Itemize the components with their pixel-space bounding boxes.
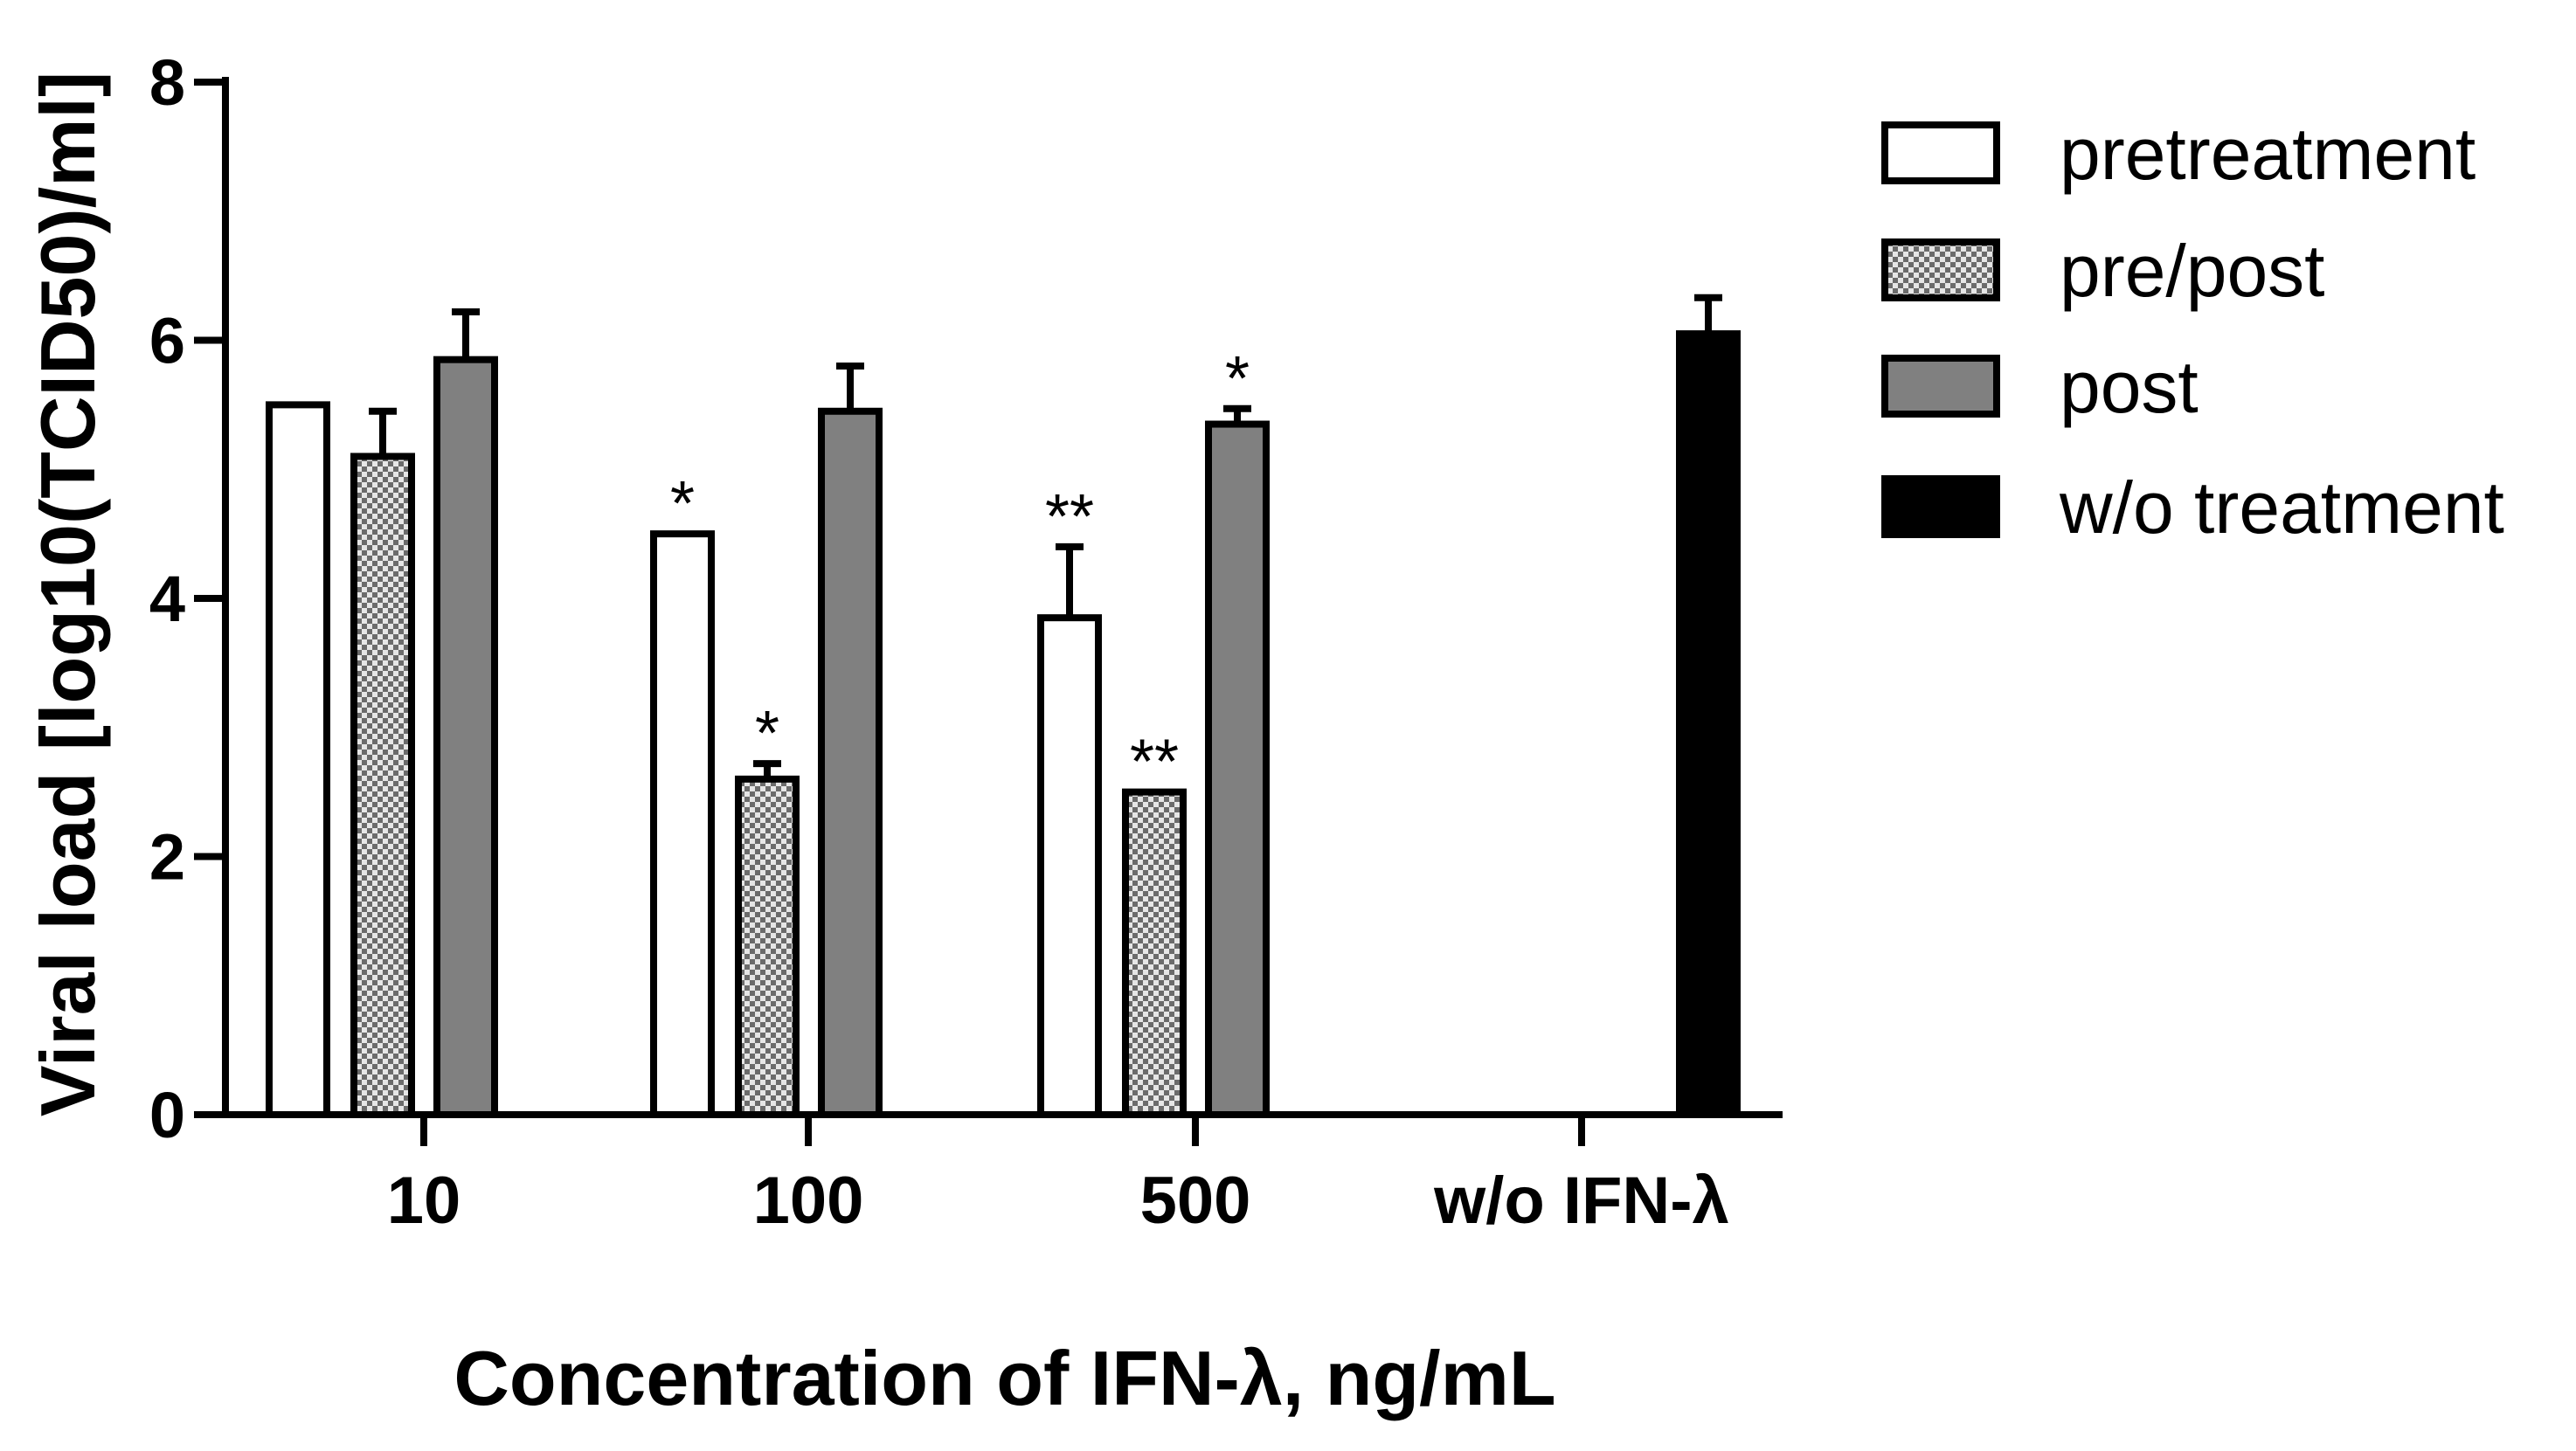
x-tick-label: 10 bbox=[387, 1164, 461, 1238]
x-tick-label: 500 bbox=[1140, 1164, 1251, 1238]
x-ticks: 10 100 500 w/o IFN-λ bbox=[387, 1115, 1729, 1238]
y-tick-label: 4 bbox=[149, 563, 185, 635]
y-tick-label: 0 bbox=[149, 1079, 185, 1151]
legend-label: pretreatment bbox=[2060, 113, 2476, 195]
bar-pre-post bbox=[350, 453, 415, 1118]
significance-labels: * *** *** bbox=[670, 344, 1250, 798]
significance-marker: ** bbox=[1045, 482, 1094, 552]
bars bbox=[266, 330, 1741, 1119]
legend-label: post bbox=[2060, 346, 2199, 428]
bar-post bbox=[433, 356, 498, 1119]
bar-pre-post bbox=[735, 775, 800, 1118]
bar-post bbox=[1205, 420, 1270, 1119]
legend-label: pre/post bbox=[2060, 230, 2325, 312]
legend-swatch bbox=[1881, 238, 2000, 301]
legend-swatch bbox=[1881, 475, 2000, 538]
error-bars bbox=[369, 294, 1722, 779]
legend-label: w/o treatment bbox=[2059, 466, 2504, 549]
significance-marker: ** bbox=[1130, 728, 1179, 798]
bar-pre-post bbox=[1122, 788, 1187, 1118]
bar-pretreatment bbox=[650, 530, 715, 1118]
bar-w-o-treatment bbox=[1676, 330, 1741, 1118]
bar-pretreatment bbox=[266, 401, 330, 1118]
y-tick-label: 6 bbox=[149, 305, 185, 377]
significance-marker: * bbox=[755, 699, 779, 769]
legend-swatch bbox=[1881, 121, 2000, 184]
x-tick-label: 100 bbox=[753, 1164, 864, 1238]
x-axis-title: Concentration of IFN-λ, ng/mL bbox=[454, 1335, 1555, 1421]
x-tick-label: w/o IFN-λ bbox=[1433, 1164, 1729, 1238]
legend-swatch bbox=[1881, 355, 2000, 418]
bar-post bbox=[818, 407, 883, 1118]
y-axis-title: Viral load [log10(TCID50)/ml] bbox=[24, 72, 111, 1116]
y-tick-label: 2 bbox=[149, 821, 185, 894]
legend: pretreatment pre/post post w/o treatment bbox=[1881, 113, 2504, 549]
bar-pretreatment bbox=[1037, 614, 1102, 1118]
significance-marker: * bbox=[1225, 344, 1250, 414]
y-ticks: 0 2 4 6 8 bbox=[149, 46, 225, 1151]
significance-marker: * bbox=[670, 469, 695, 539]
y-tick-label: 8 bbox=[149, 46, 185, 119]
